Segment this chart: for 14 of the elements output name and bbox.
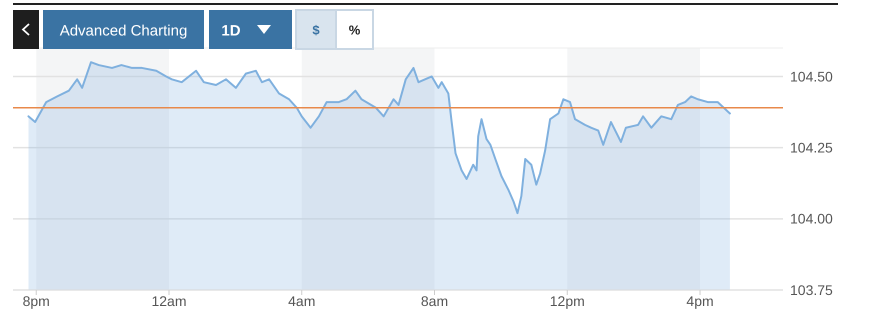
- y-tick-label: 103.75: [790, 282, 834, 298]
- x-tick-label: 8pm: [22, 293, 50, 309]
- x-tick-label: 12pm: [550, 293, 585, 309]
- text: $: [312, 22, 320, 38]
- x-tick-label: 4am: [288, 293, 316, 309]
- text: 1D: [221, 22, 241, 40]
- y-tick-label: 104.25: [790, 140, 834, 156]
- y-tick-label: 104.00: [790, 210, 834, 227]
- x-tick-label: 8am: [420, 293, 448, 309]
- text: %: [348, 22, 361, 38]
- text: Advanced Charting: [60, 22, 188, 40]
- x-tick-label: 4pm: [686, 293, 714, 309]
- y-tick-label: 104.50: [790, 68, 834, 84]
- x-tick-label: 12am: [151, 293, 187, 309]
